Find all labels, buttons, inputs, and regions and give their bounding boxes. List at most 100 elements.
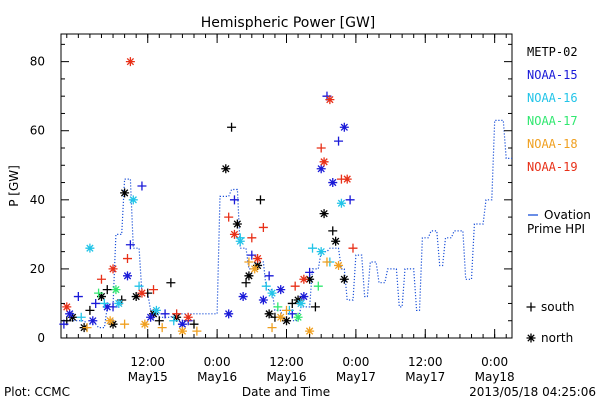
legend: METP-02 NOAA-15 NOAA-16 NOAA-17 NOAA-18 NOAA-… xyxy=(526,45,591,345)
north-marker xyxy=(276,312,286,322)
north-marker xyxy=(62,302,72,312)
south-marker xyxy=(247,233,257,243)
north-marker xyxy=(282,316,291,326)
north-marker xyxy=(316,164,326,174)
north-marker xyxy=(250,264,260,274)
x-tick-label-date: May17 xyxy=(336,370,376,384)
x-tick-label-date: May16 xyxy=(266,370,306,384)
south-marker xyxy=(316,143,326,153)
legend-entry: METP-02 xyxy=(527,45,578,59)
series-noaa-17 xyxy=(94,281,323,322)
ovation-hpi-line xyxy=(61,119,512,329)
south-marker xyxy=(134,281,144,291)
north-marker xyxy=(229,229,239,239)
ovation-series xyxy=(61,119,512,329)
north-marker xyxy=(253,254,263,264)
south-marker xyxy=(160,309,170,319)
north-marker xyxy=(122,271,132,281)
south-marker xyxy=(166,278,176,288)
north-marker xyxy=(235,236,245,246)
south-marker xyxy=(137,181,147,191)
north-marker xyxy=(146,312,156,322)
north-marker xyxy=(319,157,329,167)
north-marker xyxy=(85,243,95,253)
south-marker xyxy=(189,319,199,329)
x-tick-label-time: 12:00 xyxy=(130,355,165,369)
north-marker xyxy=(319,209,329,219)
south-marker xyxy=(96,274,106,284)
south-marker xyxy=(172,309,182,319)
north-marker xyxy=(334,260,344,270)
north-marker xyxy=(125,57,135,67)
north-marker xyxy=(108,264,118,274)
y-tick-label: 20 xyxy=(30,262,45,276)
north-marker xyxy=(232,219,242,229)
south-marker xyxy=(149,285,159,295)
x-tick-label-time: 0:00 xyxy=(342,355,369,369)
north-marker xyxy=(221,164,231,174)
north-marker xyxy=(296,298,306,308)
north-marker xyxy=(120,188,130,198)
north-marker xyxy=(267,288,277,298)
south-marker xyxy=(120,319,130,329)
south-marker xyxy=(310,302,320,312)
x-tick-label-date: May16 xyxy=(197,370,237,384)
north-marker xyxy=(336,198,346,208)
axes: 02040608012:00May150:00May1612:00May160:… xyxy=(30,34,515,384)
legend-south-label: south xyxy=(541,300,575,314)
legend-ovation-line2: Prime HPI xyxy=(527,222,585,236)
south-marker xyxy=(334,136,344,146)
satellite-markers xyxy=(59,57,358,336)
north-marker xyxy=(526,333,536,343)
north-marker xyxy=(316,247,326,257)
plot-credit: Plot: CCMC xyxy=(4,385,70,399)
legend-entry: NOAA-15 xyxy=(527,68,578,82)
x-tick-label-date: May15 xyxy=(128,370,168,384)
south-marker xyxy=(227,122,237,132)
north-marker xyxy=(258,295,268,305)
south-marker xyxy=(322,257,332,267)
north-marker xyxy=(111,285,121,295)
south-marker xyxy=(73,292,83,302)
north-marker xyxy=(65,309,75,319)
south-marker xyxy=(244,257,254,267)
south-marker xyxy=(345,195,355,205)
north-marker xyxy=(305,326,315,336)
y-axis-label: P [GW] xyxy=(7,165,21,207)
north-marker xyxy=(224,309,234,319)
south-marker xyxy=(264,271,274,281)
x-tick-label-date: May18 xyxy=(475,370,515,384)
south-marker xyxy=(224,212,234,222)
x-tick-label-time: 12:00 xyxy=(408,355,443,369)
north-marker xyxy=(264,309,274,319)
y-tick-label: 0 xyxy=(37,331,45,345)
south-marker xyxy=(125,240,135,250)
north-marker xyxy=(102,302,112,312)
south-marker xyxy=(308,243,318,253)
south-marker xyxy=(267,323,277,333)
legend-entry: NOAA-18 xyxy=(527,137,578,151)
north-marker xyxy=(105,316,115,326)
south-marker xyxy=(255,195,265,205)
y-tick-label: 40 xyxy=(30,193,45,207)
south-marker xyxy=(94,288,104,298)
south-marker xyxy=(526,302,536,312)
north-marker xyxy=(339,122,349,132)
north-marker xyxy=(131,292,141,302)
south-marker xyxy=(290,281,300,291)
south-marker xyxy=(85,305,95,315)
x-axis-label: Date and Time xyxy=(242,385,330,399)
x-tick-label-time: 0:00 xyxy=(481,355,508,369)
legend-entry: NOAA-19 xyxy=(527,160,578,174)
south-marker xyxy=(99,298,109,308)
x-tick-label-date: May17 xyxy=(405,370,445,384)
plot-frame xyxy=(60,33,513,339)
series-noaa-15 xyxy=(59,91,355,329)
x-tick-label-time: 12:00 xyxy=(269,355,304,369)
series-noaa-16 xyxy=(76,195,346,326)
south-marker xyxy=(328,226,338,236)
south-marker xyxy=(258,222,268,232)
north-marker xyxy=(183,312,193,322)
south-marker xyxy=(102,285,112,295)
